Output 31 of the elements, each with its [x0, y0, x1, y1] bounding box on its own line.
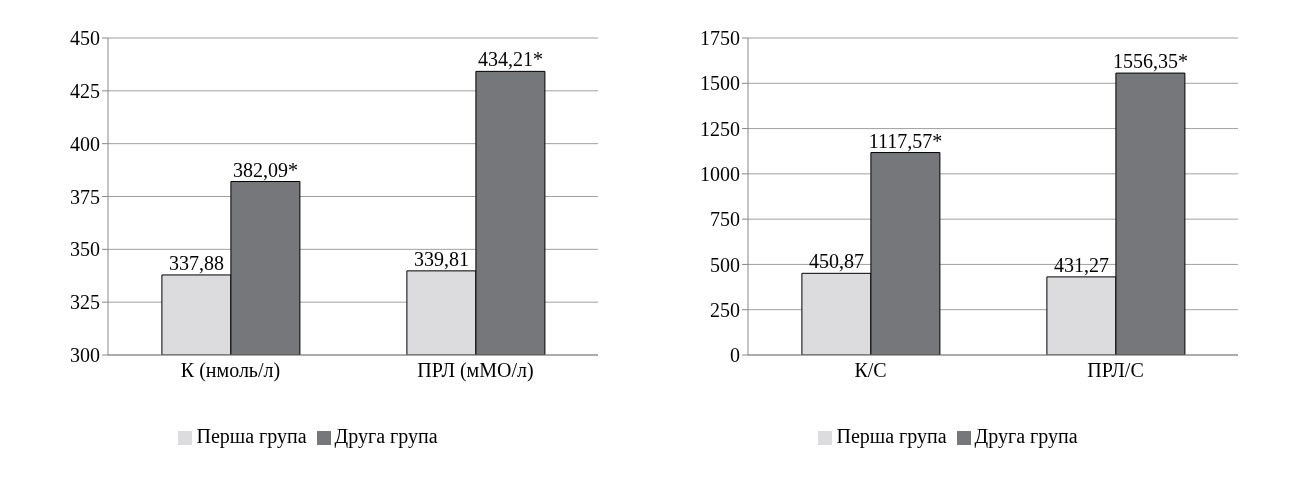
x-tick-label: ПРЛ (мМО/л)	[417, 359, 534, 383]
data-label: 1117,57*	[868, 129, 943, 152]
y-tick-label: 1000	[700, 162, 740, 185]
data-label: 431,27	[1053, 253, 1109, 276]
y-tick-label: 300	[70, 344, 100, 367]
legend-label: Друга група	[334, 425, 438, 447]
y-tick-label: 500	[710, 253, 740, 276]
y-tick-label: 400	[70, 132, 100, 155]
legend-label: Перша група	[196, 425, 307, 447]
y-tick-label: 425	[70, 79, 100, 102]
legend-label: Друга група	[974, 425, 1078, 447]
data-label: 337,88	[168, 251, 224, 274]
y-tick-label: 1250	[700, 117, 740, 140]
data-label: 1556,35*	[1112, 50, 1188, 73]
y-tick-label: 325	[70, 291, 100, 314]
y-tick-label: 450	[70, 27, 100, 50]
y-tick-label: 750	[710, 208, 740, 231]
legend-label: Перша група	[836, 425, 947, 447]
x-tick-label: ПРЛ/С	[1087, 359, 1144, 382]
y-tick-label: 375	[70, 185, 100, 208]
y-tick-label: 0	[730, 344, 740, 367]
data-label: 450,87	[808, 250, 864, 273]
y-tick-label: 1500	[700, 72, 740, 95]
y-tick-label: 1750	[700, 27, 740, 50]
y-tick-label: 350	[70, 238, 100, 261]
x-tick-label: К (нмоль/л)	[180, 359, 281, 383]
y-tick-label: 250	[710, 298, 740, 321]
data-label: 382,09*	[232, 158, 298, 181]
x-tick-label: К/С	[854, 359, 887, 382]
data-label: 434,21*	[477, 48, 543, 71]
data-label: 339,81	[413, 247, 469, 270]
